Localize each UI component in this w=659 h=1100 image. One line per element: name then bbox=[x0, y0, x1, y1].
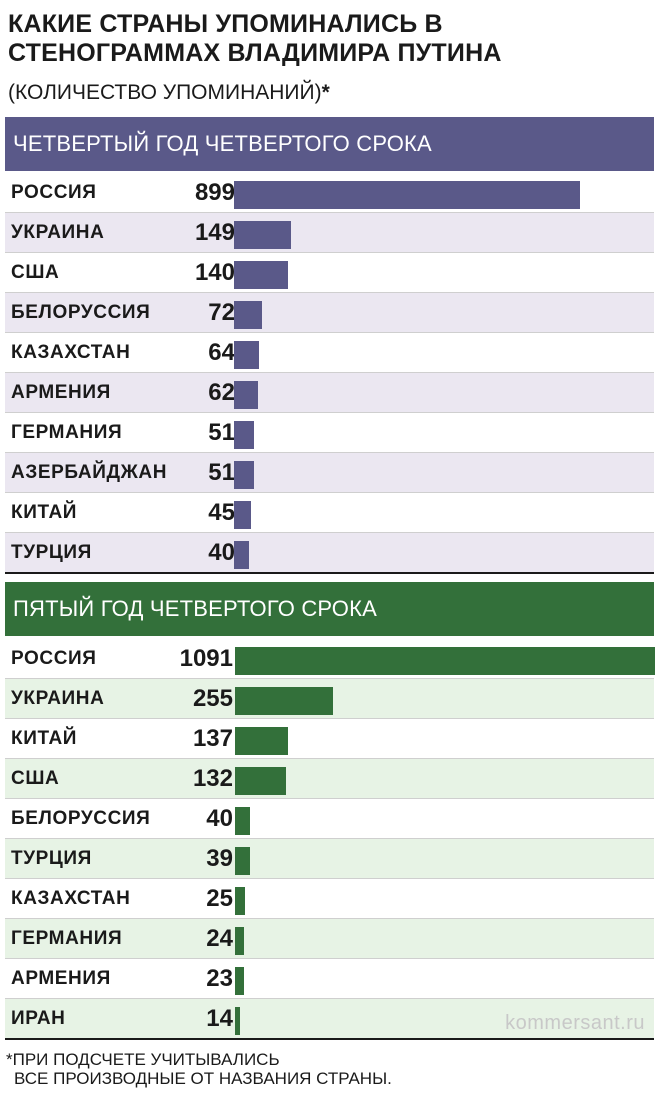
value-label: 72 bbox=[208, 299, 235, 326]
bar-row: США 140 bbox=[5, 253, 654, 293]
category-label: БЕЛОРУССИЯ bbox=[11, 302, 151, 323]
bar-row: РОССИЯ 1091 bbox=[5, 639, 655, 679]
value-label: 899 bbox=[194, 179, 235, 206]
bar-row: КИТАЙ 137 bbox=[5, 719, 654, 759]
bar-row: АЗЕРБАЙДЖАН 51 bbox=[5, 453, 654, 493]
footnote-line-1: *ПРИ ПОДСЧЕТЕ УЧИТЫВАЛИСЬ bbox=[6, 1050, 280, 1069]
category-label: УКРАИНА bbox=[11, 688, 105, 709]
bar-row: ГЕРМАНИЯ 24 bbox=[5, 919, 654, 959]
value-label: 25 bbox=[206, 885, 233, 912]
bar-row: АРМЕНИЯ 62 bbox=[5, 373, 654, 413]
footnote-line-2: ВСЕ ПРОИЗВОДНЫЕ ОТ НАЗВАНИЯ СТРАНЫ. bbox=[14, 1069, 392, 1088]
value-label: 39 bbox=[206, 845, 233, 872]
category-label: УКРАИНА bbox=[11, 222, 105, 243]
value-label: 23 bbox=[206, 965, 233, 992]
category-label: КИТАЙ bbox=[11, 502, 78, 523]
bar bbox=[234, 541, 249, 569]
bar-row: БЕЛОРУССИЯ 72 bbox=[5, 293, 654, 333]
bar bbox=[234, 381, 258, 409]
bar-row: ТУРЦИЯ 39 bbox=[5, 839, 654, 879]
watermark: kommersant.ru bbox=[505, 1012, 645, 1034]
bar bbox=[235, 767, 286, 795]
value-label: 64 bbox=[208, 339, 235, 366]
bar bbox=[235, 967, 244, 995]
value-label: 1091 bbox=[179, 645, 233, 672]
bar-row: ИРАН 14 bbox=[5, 999, 654, 1039]
bar bbox=[235, 647, 655, 675]
value-label: 137 bbox=[192, 725, 233, 752]
category-label: РОССИЯ bbox=[11, 648, 97, 669]
value-label: 24 bbox=[206, 925, 233, 952]
value-label: 62 bbox=[208, 379, 235, 406]
bar bbox=[235, 847, 250, 875]
value-label: 51 bbox=[208, 459, 235, 486]
bar-row: США 132 bbox=[5, 759, 654, 799]
category-label: КАЗАХСТАН bbox=[11, 888, 131, 909]
bar-row: КАЗАХСТАН 64 bbox=[5, 333, 654, 373]
bar bbox=[234, 221, 291, 249]
category-label: ТУРЦИЯ bbox=[11, 542, 92, 563]
bar-row: ГЕРМАНИЯ 51 bbox=[5, 413, 654, 453]
value-label: 149 bbox=[194, 219, 235, 246]
category-label: ТУРЦИЯ bbox=[11, 848, 92, 869]
category-label: АЗЕРБАЙДЖАН bbox=[11, 462, 168, 483]
section-divider bbox=[5, 572, 654, 574]
category-label: ИРАН bbox=[11, 1008, 66, 1029]
category-label: АРМЕНИЯ bbox=[11, 968, 111, 989]
section-divider-bottom bbox=[5, 1038, 654, 1040]
section-header-fourth-year: ЧЕТВЕРТЫЙ ГОД ЧЕТВЕРТОГО СРОКА bbox=[5, 117, 654, 171]
value-label: 255 bbox=[192, 685, 233, 712]
category-label: ГЕРМАНИЯ bbox=[11, 928, 123, 949]
bar-row: АРМЕНИЯ 23 bbox=[5, 959, 654, 999]
bar bbox=[235, 727, 288, 755]
value-label: 40 bbox=[206, 805, 233, 832]
bar bbox=[234, 261, 288, 289]
category-label: ГЕРМАНИЯ bbox=[11, 422, 123, 443]
bar-row: БЕЛОРУССИЯ 40 bbox=[5, 799, 654, 839]
bar bbox=[234, 181, 580, 209]
value-label: 45 bbox=[208, 499, 235, 526]
bar-row: УКРАИНА 149 bbox=[5, 213, 654, 253]
bar bbox=[235, 1007, 240, 1035]
bar bbox=[234, 301, 262, 329]
category-label: РОССИЯ bbox=[11, 182, 97, 203]
subtitle-text: (КОЛИЧЕСТВО УПОМИНАНИЙ) bbox=[8, 81, 322, 104]
value-label: 40 bbox=[208, 539, 235, 566]
bar-row: КИТАЙ 45 bbox=[5, 493, 654, 533]
footnote: *ПРИ ПОДСЧЕТЕ УЧИТЫВАЛИСЬ ВСЕ ПРОИЗВОДНЫЕ… bbox=[6, 1050, 392, 1088]
bar bbox=[235, 887, 245, 915]
category-label: КАЗАХСТАН bbox=[11, 342, 131, 363]
chart-subtitle: (КОЛИЧЕСТВО УПОМИНАНИЙ)* bbox=[8, 80, 330, 106]
bar-row: РОССИЯ 899 bbox=[5, 173, 654, 213]
bar bbox=[235, 807, 250, 835]
bar bbox=[234, 341, 259, 369]
bar-row: ТУРЦИЯ 40 bbox=[5, 533, 654, 573]
section-header-fifth-year: ПЯТЫЙ ГОД ЧЕТВЕРТОГО СРОКА bbox=[5, 582, 654, 636]
chart-title: КАКИЕ СТРАНЫ УПОМИНАЛИСЬ В СТЕНОГРАММАХ … bbox=[8, 10, 502, 67]
bar bbox=[235, 687, 333, 715]
value-label: 51 bbox=[208, 419, 235, 446]
value-label: 132 bbox=[192, 765, 233, 792]
bar-row: УКРАИНА 255 bbox=[5, 679, 654, 719]
bar bbox=[235, 927, 244, 955]
category-label: КИТАЙ bbox=[11, 728, 78, 749]
bar bbox=[234, 421, 254, 449]
category-label: США bbox=[11, 768, 60, 789]
category-label: США bbox=[11, 262, 60, 283]
value-label: 140 bbox=[194, 259, 235, 286]
category-label: АРМЕНИЯ bbox=[11, 382, 111, 403]
category-label: БЕЛОРУССИЯ bbox=[11, 808, 151, 829]
bar bbox=[234, 461, 254, 489]
footnote-mark: * bbox=[321, 81, 330, 104]
bar-row: КАЗАХСТАН 25 bbox=[5, 879, 654, 919]
value-label: 14 bbox=[206, 1005, 233, 1032]
bar bbox=[234, 501, 251, 529]
